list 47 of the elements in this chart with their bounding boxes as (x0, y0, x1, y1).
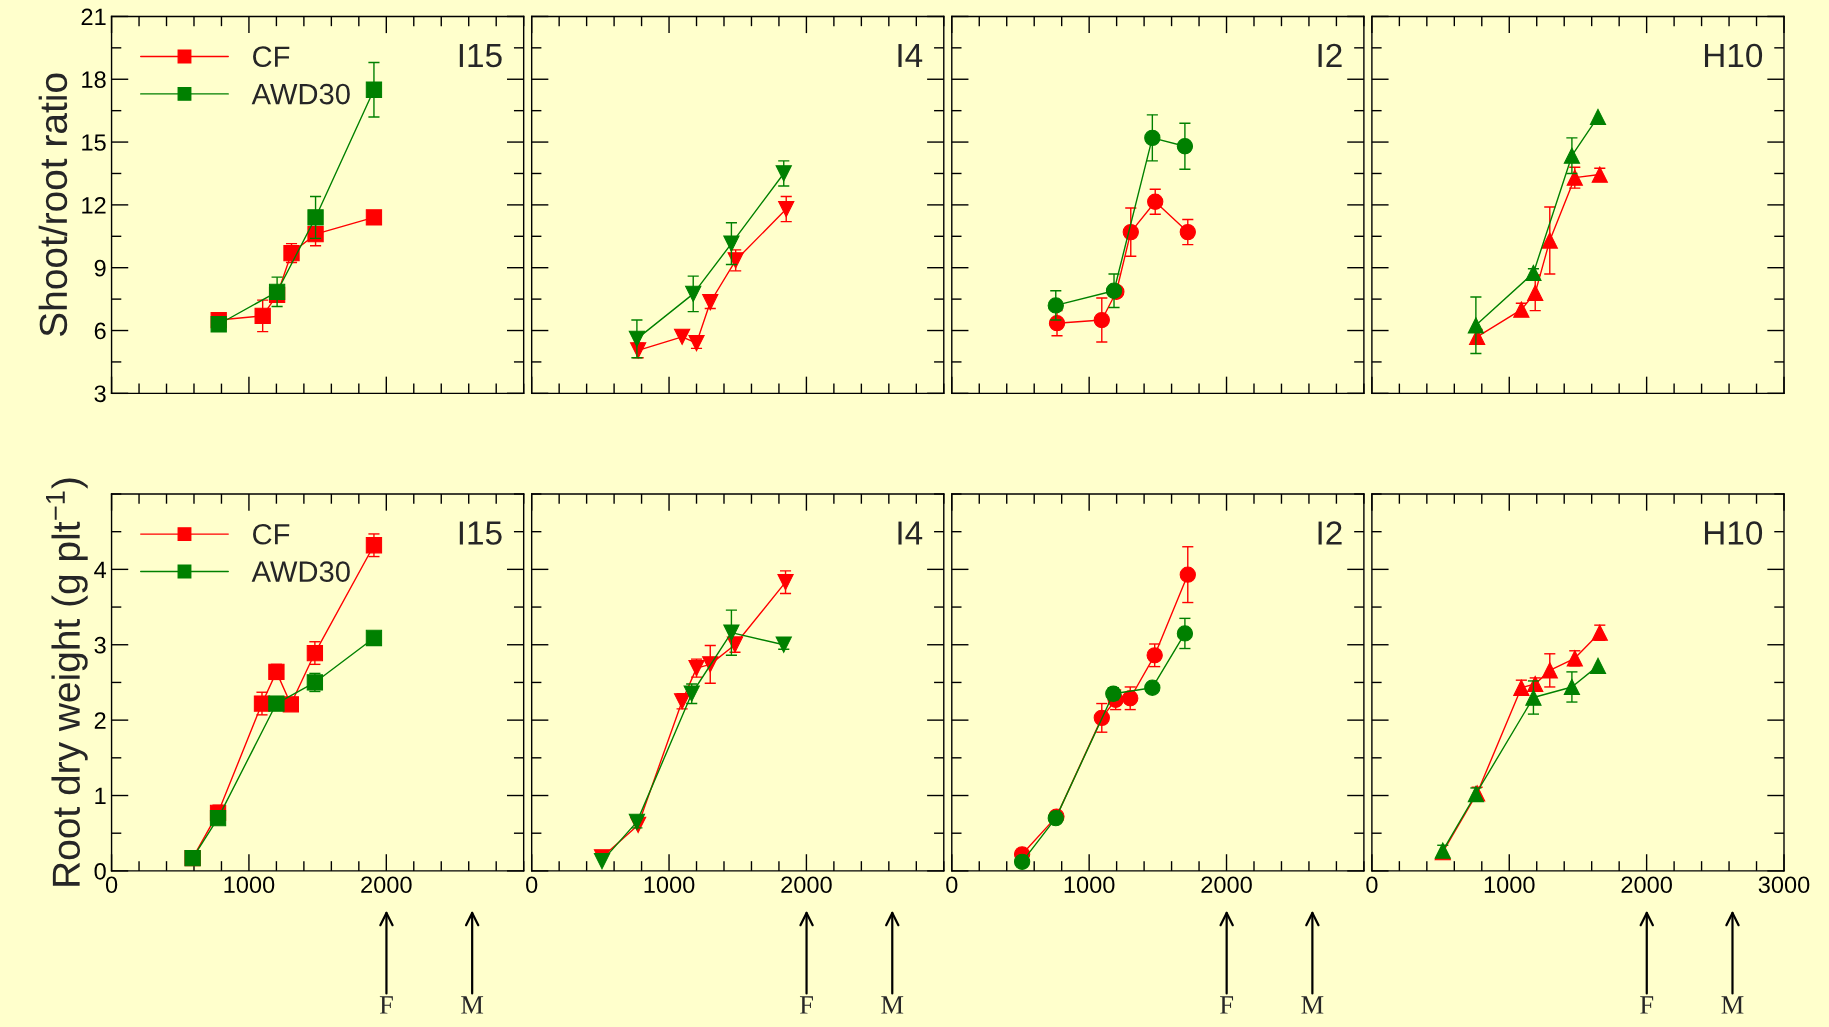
y-tick-label: 12 (82, 196, 106, 214)
text: I4 (898, 521, 923, 545)
y-axis-title: Root dry weight (g plt$^{−1}$) (46, 478, 88, 886)
y-tick-label: 18 (82, 71, 106, 89)
x-tick-label: 2000 (781, 876, 832, 894)
text: M (881, 996, 904, 1014)
text: H10 (1704, 43, 1763, 68)
text: F (799, 996, 813, 1014)
x-tick-label: 2000 (361, 876, 412, 894)
y-tick-label: 21 (81, 8, 106, 25)
x-tick-label: 0 (1366, 876, 1378, 894)
text: I15 (459, 521, 502, 545)
y-tick-label: 0 (94, 862, 106, 880)
text: F (1220, 996, 1234, 1014)
legend-label: CF (253, 46, 290, 68)
x-tick-label: 3000 (1758, 876, 1810, 894)
legend-label: CF (253, 523, 290, 545)
text: M (461, 996, 484, 1014)
text: I15 (459, 44, 502, 68)
x-tick-label: 2000 (1621, 876, 1672, 894)
text: F (379, 996, 393, 1014)
y-tick-label: 9 (94, 259, 106, 277)
text: F (1640, 996, 1654, 1014)
y-tick-label: 2 (94, 712, 106, 729)
text: M (1301, 996, 1324, 1014)
text: I2 (1318, 43, 1342, 67)
x-tick-label: 1000 (1064, 876, 1115, 894)
legend-label: AWD30 (251, 83, 350, 105)
x-tick-label: 1000 (644, 876, 695, 894)
text: H10 (1704, 521, 1763, 545)
y-tick-label: 3 (94, 385, 106, 403)
x-tick-label: 1000 (224, 876, 275, 894)
y-tick-label: 15 (82, 134, 106, 151)
legend-label: AWD30 (251, 561, 350, 582)
x-tick-label: 2000 (1201, 876, 1252, 894)
x-tick-label: 1000 (1484, 876, 1535, 894)
text: I4 (898, 44, 923, 67)
y-axis-title: Shoot/root ratio (38, 73, 68, 337)
y-tick-label: 6 (94, 322, 106, 340)
x-tick-label: 0 (526, 876, 538, 894)
x-tick-label: 0 (946, 876, 958, 894)
y-tick-label: 1 (95, 787, 106, 805)
x-tick-label: 0 (105, 876, 118, 894)
y-tick-label: 4 (94, 561, 107, 578)
text: I2 (1318, 521, 1342, 545)
y-tick-label: 3 (94, 636, 106, 654)
text: M (1721, 996, 1744, 1014)
